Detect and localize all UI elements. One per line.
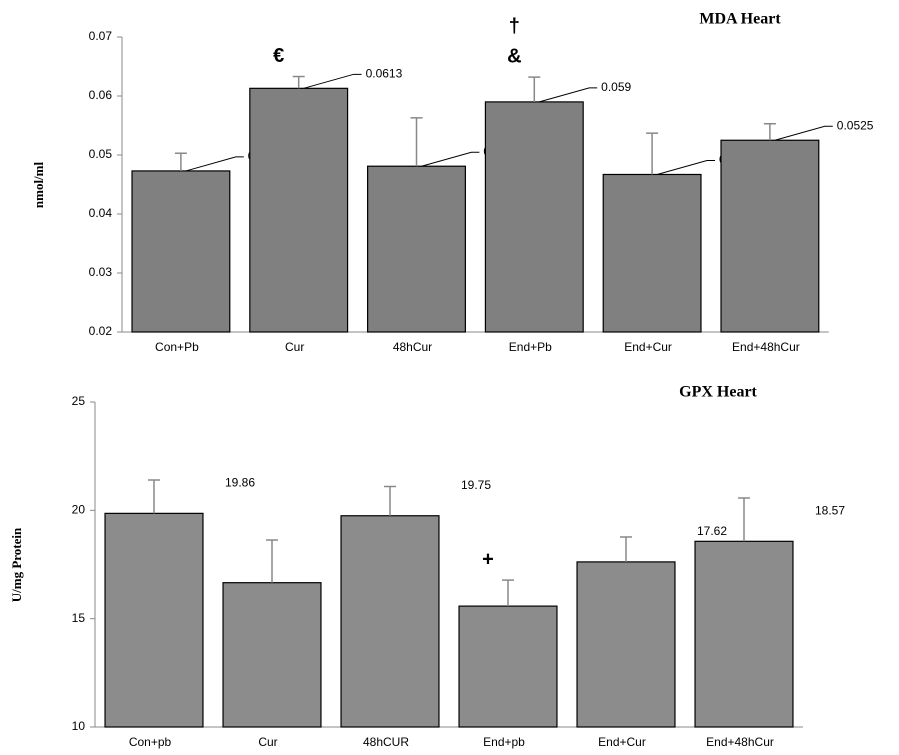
annotation: † [509,15,520,37]
bar [223,583,321,727]
x-tick-label: End+Pb [509,340,552,354]
label-leader [304,74,362,88]
value-label: 19.75 [461,478,491,492]
bar [459,606,557,727]
y-tick-label: 0.06 [89,88,113,102]
value-label: 19.86 [225,476,255,490]
annotation: € [273,45,284,67]
x-tick-label: Cur [285,340,304,354]
value-label: 0.0525 [837,118,874,132]
annotation: + [482,548,494,570]
bar [105,513,203,727]
y-tick-label: 0.07 [89,29,113,43]
y-tick-label: 20 [72,503,86,517]
y-axis-label: nmol/ml [31,162,46,209]
x-tick-label: 48hCur [393,340,432,354]
value-label: 17.62 [697,524,727,538]
annotation: & [507,45,521,67]
chart-title: GPX Heart [679,384,757,401]
y-tick-label: 10 [72,719,86,733]
y-tick-label: 25 [72,394,86,408]
x-tick-label: End+Cur [624,340,672,354]
figure: MDA Heart nmol/ml GPX Heart U/mg Protein… [0,0,899,755]
x-tick-label: End+48hCur [706,735,774,749]
bar [603,174,701,332]
bar [485,102,583,332]
x-tick-label: Con+Pb [155,340,199,354]
y-tick-label: 0.05 [89,147,113,161]
value-label: 18.57 [815,503,845,517]
x-tick-label: End+pb [483,735,525,749]
x-tick-label: Cur [258,735,277,749]
label-leader [539,88,597,102]
label-leader [657,160,715,174]
label-leader [422,152,480,166]
y-tick-label: 0.04 [89,206,113,220]
label-leader [186,157,244,171]
y-tick-label: 0.02 [89,324,113,338]
label-leader [775,126,833,140]
bar [577,562,675,727]
bar [695,541,793,727]
x-tick-label: 48hCUR [363,735,409,749]
bar [341,516,439,727]
chart-title: MDA Heart [699,11,781,28]
bar [721,140,819,332]
bar [368,166,466,332]
y-axis-label: U/mg Protein [9,527,24,602]
x-tick-label: Con+pb [129,735,172,749]
x-tick-label: End+48hCur [732,340,800,354]
y-tick-label: 0.03 [89,265,113,279]
x-tick-label: End+Cur [598,735,646,749]
bar [132,171,230,332]
bar [250,88,348,332]
value-label: 0.0613 [366,67,403,81]
y-tick-label: 15 [72,611,86,625]
value-label: 0.059 [601,80,631,94]
